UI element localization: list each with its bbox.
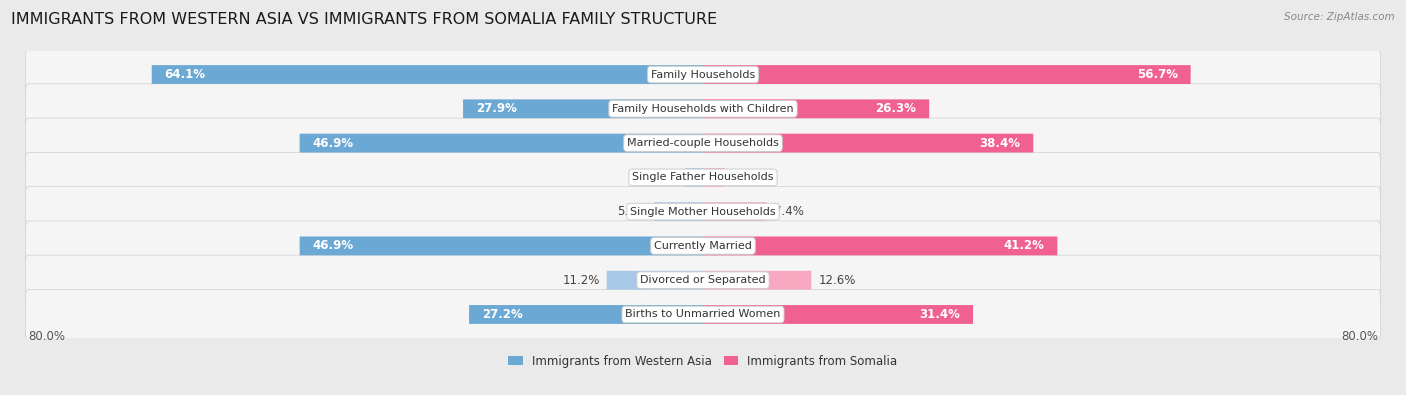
FancyBboxPatch shape xyxy=(152,65,703,84)
FancyBboxPatch shape xyxy=(654,202,703,221)
FancyBboxPatch shape xyxy=(606,271,703,290)
FancyBboxPatch shape xyxy=(470,305,703,324)
Text: Married-couple Households: Married-couple Households xyxy=(627,138,779,148)
Text: 27.9%: 27.9% xyxy=(477,102,517,115)
FancyBboxPatch shape xyxy=(25,186,1381,237)
Text: 46.9%: 46.9% xyxy=(312,239,354,252)
FancyBboxPatch shape xyxy=(703,202,766,221)
FancyBboxPatch shape xyxy=(299,134,703,152)
FancyBboxPatch shape xyxy=(25,221,1381,271)
Text: 5.7%: 5.7% xyxy=(617,205,647,218)
FancyBboxPatch shape xyxy=(25,290,1381,339)
Text: Births to Unmarried Women: Births to Unmarried Women xyxy=(626,309,780,320)
Text: 27.2%: 27.2% xyxy=(482,308,523,321)
FancyBboxPatch shape xyxy=(463,100,703,118)
Text: 2.5%: 2.5% xyxy=(731,171,761,184)
Text: IMMIGRANTS FROM WESTERN ASIA VS IMMIGRANTS FROM SOMALIA FAMILY STRUCTURE: IMMIGRANTS FROM WESTERN ASIA VS IMMIGRAN… xyxy=(11,12,717,27)
Text: 2.1%: 2.1% xyxy=(648,171,678,184)
FancyBboxPatch shape xyxy=(703,65,1191,84)
Text: 80.0%: 80.0% xyxy=(1341,330,1378,343)
Text: Currently Married: Currently Married xyxy=(654,241,752,251)
Legend: Immigrants from Western Asia, Immigrants from Somalia: Immigrants from Western Asia, Immigrants… xyxy=(506,352,900,370)
Text: 80.0%: 80.0% xyxy=(28,330,65,343)
FancyBboxPatch shape xyxy=(25,152,1381,202)
Text: 64.1%: 64.1% xyxy=(165,68,205,81)
Text: Single Mother Households: Single Mother Households xyxy=(630,207,776,216)
Text: 7.4%: 7.4% xyxy=(773,205,803,218)
Text: Source: ZipAtlas.com: Source: ZipAtlas.com xyxy=(1284,12,1395,22)
FancyBboxPatch shape xyxy=(703,237,1057,255)
Text: 41.2%: 41.2% xyxy=(1004,239,1045,252)
Text: 26.3%: 26.3% xyxy=(876,102,917,115)
Text: 31.4%: 31.4% xyxy=(920,308,960,321)
Text: Single Father Households: Single Father Households xyxy=(633,172,773,182)
Text: Family Households: Family Households xyxy=(651,70,755,79)
Text: 38.4%: 38.4% xyxy=(980,137,1021,150)
FancyBboxPatch shape xyxy=(25,118,1381,168)
FancyBboxPatch shape xyxy=(299,237,703,255)
Text: 12.6%: 12.6% xyxy=(818,274,856,287)
FancyBboxPatch shape xyxy=(25,255,1381,305)
Text: 56.7%: 56.7% xyxy=(1136,68,1178,81)
FancyBboxPatch shape xyxy=(25,49,1381,100)
FancyBboxPatch shape xyxy=(703,305,973,324)
Text: Divorced or Separated: Divorced or Separated xyxy=(640,275,766,285)
FancyBboxPatch shape xyxy=(25,84,1381,134)
FancyBboxPatch shape xyxy=(685,168,703,187)
FancyBboxPatch shape xyxy=(703,134,1033,152)
Text: 46.9%: 46.9% xyxy=(312,137,354,150)
FancyBboxPatch shape xyxy=(703,168,724,187)
FancyBboxPatch shape xyxy=(703,100,929,118)
FancyBboxPatch shape xyxy=(703,271,811,290)
Text: Family Households with Children: Family Households with Children xyxy=(612,104,794,114)
Text: 11.2%: 11.2% xyxy=(562,274,600,287)
